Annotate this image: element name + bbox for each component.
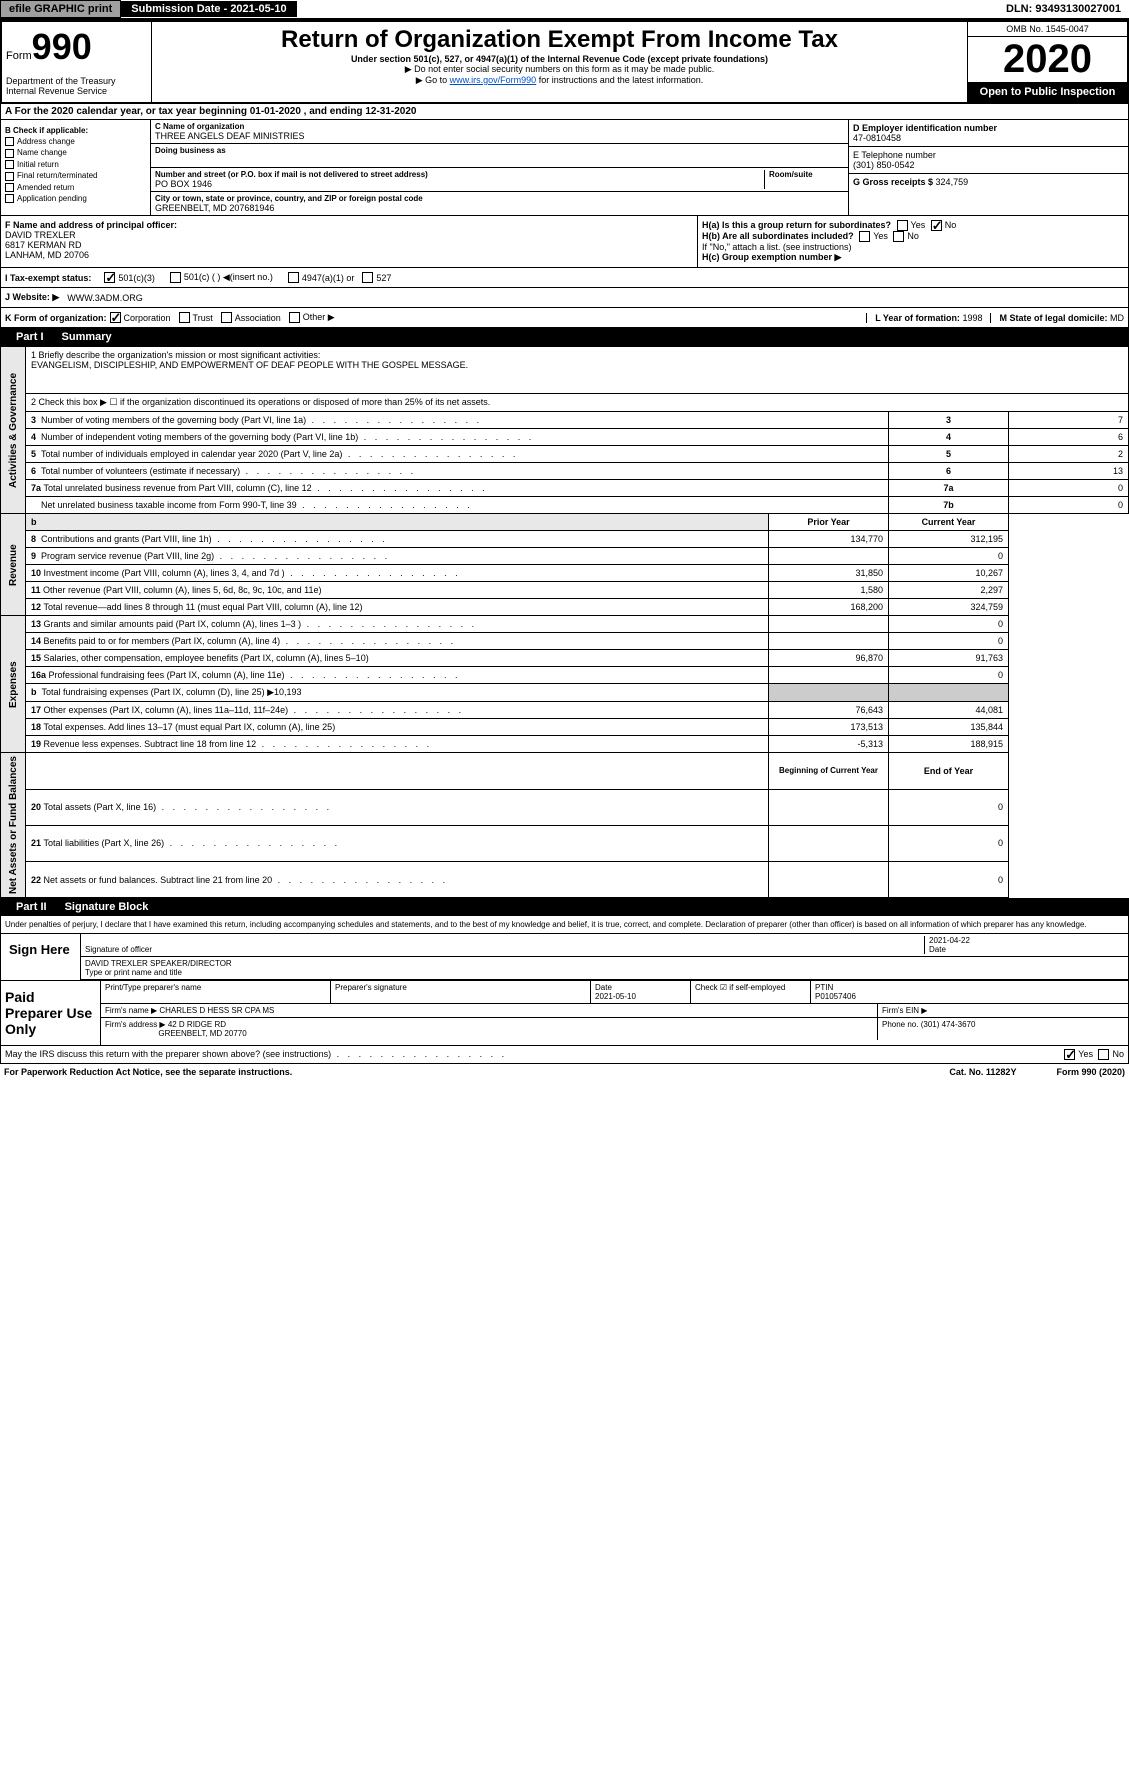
table-row: 20 Total assets (Part X, line 16)0 (1, 789, 1129, 825)
part1-header: Part ISummary (0, 328, 1129, 346)
side-netassets: Net Assets or Fund Balances (1, 753, 26, 898)
sign-here-label: Sign Here (1, 934, 81, 980)
box-c: C Name of organizationTHREE ANGELS DEAF … (151, 120, 848, 215)
dept-label: Department of the Treasury Internal Reve… (6, 76, 147, 96)
org-address: PO BOX 1946 (155, 179, 764, 189)
summary-table: Activities & Governance 1 Briefly descri… (0, 346, 1129, 898)
instructions-link-row: ▶ Go to www.irs.gov/Form990 for instruct… (156, 75, 963, 86)
checkbox-icon[interactable] (110, 312, 121, 323)
section-f-h: F Name and address of principal officer:… (0, 216, 1129, 268)
checkbox-icon[interactable] (170, 272, 181, 283)
submission-date: Submission Date - 2021-05-10 (121, 1, 296, 17)
part2-header: Part IISignature Block (0, 898, 1129, 916)
table-row: 10 Investment income (Part VIII, column … (1, 565, 1129, 582)
perjury-declaration: Under penalties of perjury, I declare th… (1, 916, 1128, 934)
table-row: 11 Other revenue (Part VIII, column (A),… (1, 582, 1129, 599)
box-b: B Check if applicable: Address change Na… (1, 120, 151, 215)
checkbox-icon[interactable] (5, 194, 14, 203)
discuss-row: May the IRS discuss this return with the… (0, 1046, 1129, 1064)
table-row: 19 Revenue less expenses. Subtract line … (1, 736, 1129, 753)
ssn-warning: ▶ Do not enter social security numbers o… (156, 64, 963, 75)
table-row: 13 Grants and similar amounts paid (Part… (26, 616, 769, 633)
checkbox-icon[interactable] (362, 272, 373, 283)
side-revenue: Revenue (1, 514, 26, 616)
omb-number: OMB No. 1545-0047 (968, 22, 1127, 37)
form-subtitle: Under section 501(c), 527, or 4947(a)(1)… (156, 54, 963, 64)
entity-grid: B Check if applicable: Address change Na… (0, 120, 1129, 216)
checkbox-icon[interactable] (1064, 1049, 1075, 1060)
gross-receipts: 324,759 (936, 177, 969, 187)
table-row: 16a Professional fundraising fees (Part … (1, 667, 1129, 684)
checkbox-icon[interactable] (931, 220, 942, 231)
table-row: 6 Total number of volunteers (estimate i… (1, 463, 1129, 480)
section-j: J Website: ▶ WWW.3ADM.ORG (0, 288, 1129, 308)
checkbox-icon[interactable] (859, 231, 870, 242)
table-row: 17 Other expenses (Part IX, column (A), … (1, 702, 1129, 719)
checkbox-icon[interactable] (5, 183, 14, 192)
form-label: Form (6, 50, 32, 62)
table-row: 14 Benefits paid to or for members (Part… (1, 633, 1129, 650)
table-row: 4 Number of independent voting members o… (1, 429, 1129, 446)
table-row: 3 Number of voting members of the govern… (1, 412, 1129, 429)
efile-button[interactable]: efile GRAPHIC print (0, 0, 121, 18)
ein: 47-0810458 (853, 133, 1124, 143)
table-row: 9 Program service revenue (Part VIII, li… (1, 548, 1129, 565)
table-row: 7a Total unrelated business revenue from… (1, 480, 1129, 497)
checkbox-icon[interactable] (897, 220, 908, 231)
tax-year: 2020 (968, 37, 1127, 82)
box-right: D Employer identification number47-08104… (848, 120, 1128, 215)
phone: (301) 850-0542 (853, 160, 1124, 170)
officer-name: DAVID TREXLER (5, 230, 693, 240)
preparer-phone: (301) 474-3670 (921, 1020, 976, 1029)
table-row: 22 Net assets or fund balances. Subtract… (1, 862, 1129, 898)
table-row: 15 Salaries, other compensation, employe… (1, 650, 1129, 667)
footer-row: For Paperwork Reduction Act Notice, see … (0, 1064, 1129, 1080)
org-name: THREE ANGELS DEAF MINISTRIES (155, 131, 844, 141)
dln-label: DLN: 93493130027001 (998, 1, 1129, 17)
table-row: 5 Total number of individuals employed i… (1, 446, 1129, 463)
period-row: A For the 2020 calendar year, or tax yea… (0, 104, 1129, 120)
org-city: GREENBELT, MD 207681946 (155, 203, 844, 213)
checkbox-icon[interactable] (104, 272, 115, 283)
side-governance: Activities & Governance (1, 347, 26, 514)
irs-link[interactable]: www.irs.gov/Form990 (450, 75, 537, 85)
checkbox-icon[interactable] (289, 312, 300, 323)
officer-printed-name: DAVID TREXLER SPEAKER/DIRECTOR (85, 959, 232, 968)
website: WWW.3ADM.ORG (67, 293, 143, 303)
checkbox-icon[interactable] (893, 231, 904, 242)
checkbox-icon[interactable] (221, 312, 232, 323)
top-bar: efile GRAPHIC print Submission Date - 20… (0, 0, 1129, 20)
section-klm: K Form of organization: Corporation Trus… (0, 308, 1129, 328)
form-title: Return of Organization Exempt From Incom… (156, 26, 963, 54)
mission: EVANGELISM, DISCIPLESHIP, AND EMPOWERMEN… (31, 360, 1123, 370)
checkbox-icon[interactable] (179, 312, 190, 323)
checkbox-icon[interactable] (5, 172, 14, 181)
checkbox-icon[interactable] (5, 149, 14, 158)
table-row: 18 Total expenses. Add lines 13–17 (must… (1, 719, 1129, 736)
public-inspection: Open to Public Inspection (968, 82, 1127, 102)
checkbox-icon[interactable] (288, 272, 299, 283)
table-row: 12 Total revenue—add lines 8 through 11 … (1, 599, 1129, 616)
section-i: I Tax-exempt status: 501(c)(3) 501(c) ( … (0, 268, 1129, 288)
form-header: Form990 Department of the Treasury Inter… (0, 20, 1129, 104)
table-row: 8 Contributions and grants (Part VIII, l… (1, 531, 1129, 548)
form-number: 990 (32, 26, 92, 67)
table-row: 21 Total liabilities (Part X, line 26)0 (1, 825, 1129, 861)
side-expenses: Expenses (1, 616, 26, 753)
ptin: P01057406 (815, 992, 856, 1001)
checkbox-icon[interactable] (5, 160, 14, 169)
firm-name: CHARLES D HESS SR CPA MS (159, 1006, 274, 1015)
signature-block: Under penalties of perjury, I declare th… (0, 916, 1129, 1046)
table-row: b Total fundraising expenses (Part IX, c… (1, 684, 1129, 702)
table-row: Net unrelated business taxable income fr… (1, 497, 1129, 514)
checkbox-icon[interactable] (1098, 1049, 1109, 1060)
paid-preparer-label: Paid Preparer Use Only (1, 981, 101, 1045)
checkbox-icon[interactable] (5, 137, 14, 146)
